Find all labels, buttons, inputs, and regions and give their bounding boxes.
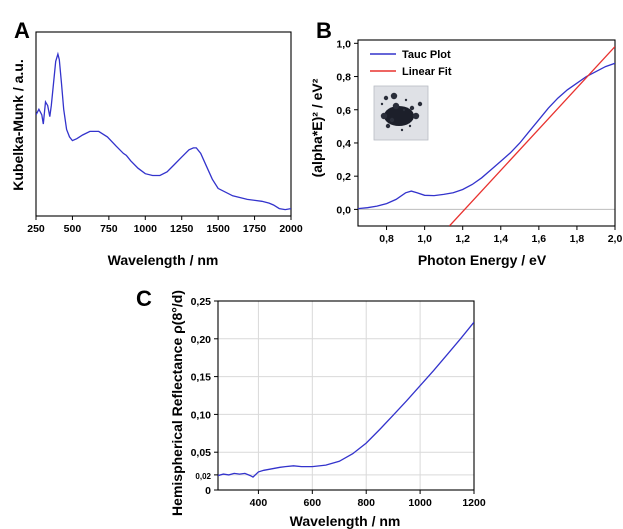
panel-a-x-tick-label: 750: [100, 223, 118, 235]
panel-a-x-tick-label: 500: [64, 223, 82, 235]
panel-b-y-tick-label: 0,8: [336, 72, 351, 84]
panel-a-x-tick-label: 250: [27, 223, 45, 235]
panel-c-x-tick-label: 1000: [408, 497, 432, 509]
panel-a-x-tick-label: 1000: [134, 223, 158, 235]
inset-powder-speck: [390, 92, 398, 100]
panel-letter-a: A: [14, 18, 30, 43]
inset-sample-photo: [373, 85, 429, 141]
inset-powder-speck: [402, 108, 406, 112]
panel-b-chart: 0,8 1,0 1,2 1,4 1,6 1,8 2,0 0,0 0,2 0,4 0,6 0,8 1,0 T…: [336, 38, 622, 245]
panel-a-xlabel: Wavelength / nm: [108, 252, 219, 268]
panel-c-x-tick-label: 400: [250, 497, 268, 509]
panel-a-x-tick-label: 1500: [206, 223, 230, 235]
panel-b-xlabel: Photon Energy / eV: [418, 252, 547, 268]
panel-c-chart: 400 600 800 1000 1200 0 0,02 0,05 0,10 0,15 0,20 0,…: [191, 296, 486, 509]
panel-c-ylabel: Hemispherical Reflectance ρ(8°/d): [169, 290, 185, 516]
panel-c-y-tick-label: 0: [205, 485, 211, 497]
inset-powder-speck: [392, 102, 400, 110]
panel-c-y-tick-label: 0,25: [191, 296, 212, 308]
panel-c-y-tick-label: 0,05: [191, 447, 212, 459]
panel-a-plot-frame: [35, 31, 292, 217]
panel-a-x-tick-label: 1750: [243, 223, 267, 235]
panel-a-chart: 250 500 750 1000 1250 1500 1750 2000: [27, 31, 303, 235]
inset-powder-speck: [409, 105, 415, 111]
panel-a-ylabel: Kubelka-Munk / a.u.: [10, 59, 26, 190]
panel-b-x-tick-label: 0,8: [379, 233, 394, 245]
panel-b-series-linear-fit: [448, 46, 615, 226]
panel-b-x-tick-label: 1,6: [532, 233, 547, 245]
inset-powder-speck: [408, 124, 412, 128]
panel-letter-b: B: [316, 18, 332, 43]
panel-b-x-tick-label: 2,0: [608, 233, 623, 245]
panel-c-x-tick-label: 800: [357, 497, 375, 509]
panel-a-x-tick-label: 2000: [279, 223, 303, 235]
inset-powder-pile: [384, 106, 414, 126]
panel-b-legend-label: Tauc Plot: [402, 49, 451, 61]
inset-powder-speck: [417, 101, 423, 107]
panel-c-xlabel: Wavelength / nm: [290, 513, 401, 529]
panel-c-y-tick-label: 0,02: [195, 472, 211, 481]
panel-b-y-tick-label: 0,6: [336, 105, 351, 117]
panel-b-y-tick-label: 1,0: [336, 38, 351, 50]
inset-powder-speck: [404, 98, 408, 102]
panel-c-y-tick-label: 0,10: [191, 409, 212, 421]
inset-powder-speck: [412, 112, 420, 120]
panel-c-x-tick-label: 600: [304, 497, 322, 509]
panel-a-series-line-0: [36, 51, 291, 211]
panel-c-series-line-0: [218, 321, 474, 478]
inset-powder-speck: [383, 95, 389, 101]
panel-b-ylabel: (alpha*E)² / eV²: [309, 78, 325, 177]
panel-b-x-tick-label: 1,8: [570, 233, 585, 245]
panel-a-x-tick-label: 1250: [170, 223, 194, 235]
panel-c-y-tick-label: 0,20: [191, 334, 212, 346]
inset-powder-speck: [380, 112, 388, 120]
panel-b-legend-label: Linear Fit: [402, 66, 452, 78]
panel-c-x-tick-label: 1200: [462, 497, 486, 509]
panel-b-y-tick-label: 0,0: [336, 204, 351, 216]
inset-powder-speck: [389, 117, 395, 123]
panel-c-y-tick-label: 0,15: [191, 372, 212, 384]
panel-b-y-tick-label: 0,4: [336, 138, 351, 150]
panel-b-y-tick-label: 0,2: [336, 171, 351, 183]
panel-letter-c: C: [136, 286, 152, 311]
panel-b-x-tick-label: 1,0: [417, 233, 432, 245]
panel-c-plot-frame: [217, 300, 475, 491]
inset-powder-speck: [380, 102, 384, 106]
inset-powder-speck: [385, 123, 391, 129]
panel-b-x-tick-label: 1,2: [455, 233, 470, 245]
inset-powder-speck: [400, 128, 404, 132]
panel-b-x-tick-label: 1,4: [493, 233, 508, 245]
panel-b-series-tauc-plot: [358, 62, 615, 210]
panel-b-plot-frame: [357, 39, 616, 227]
